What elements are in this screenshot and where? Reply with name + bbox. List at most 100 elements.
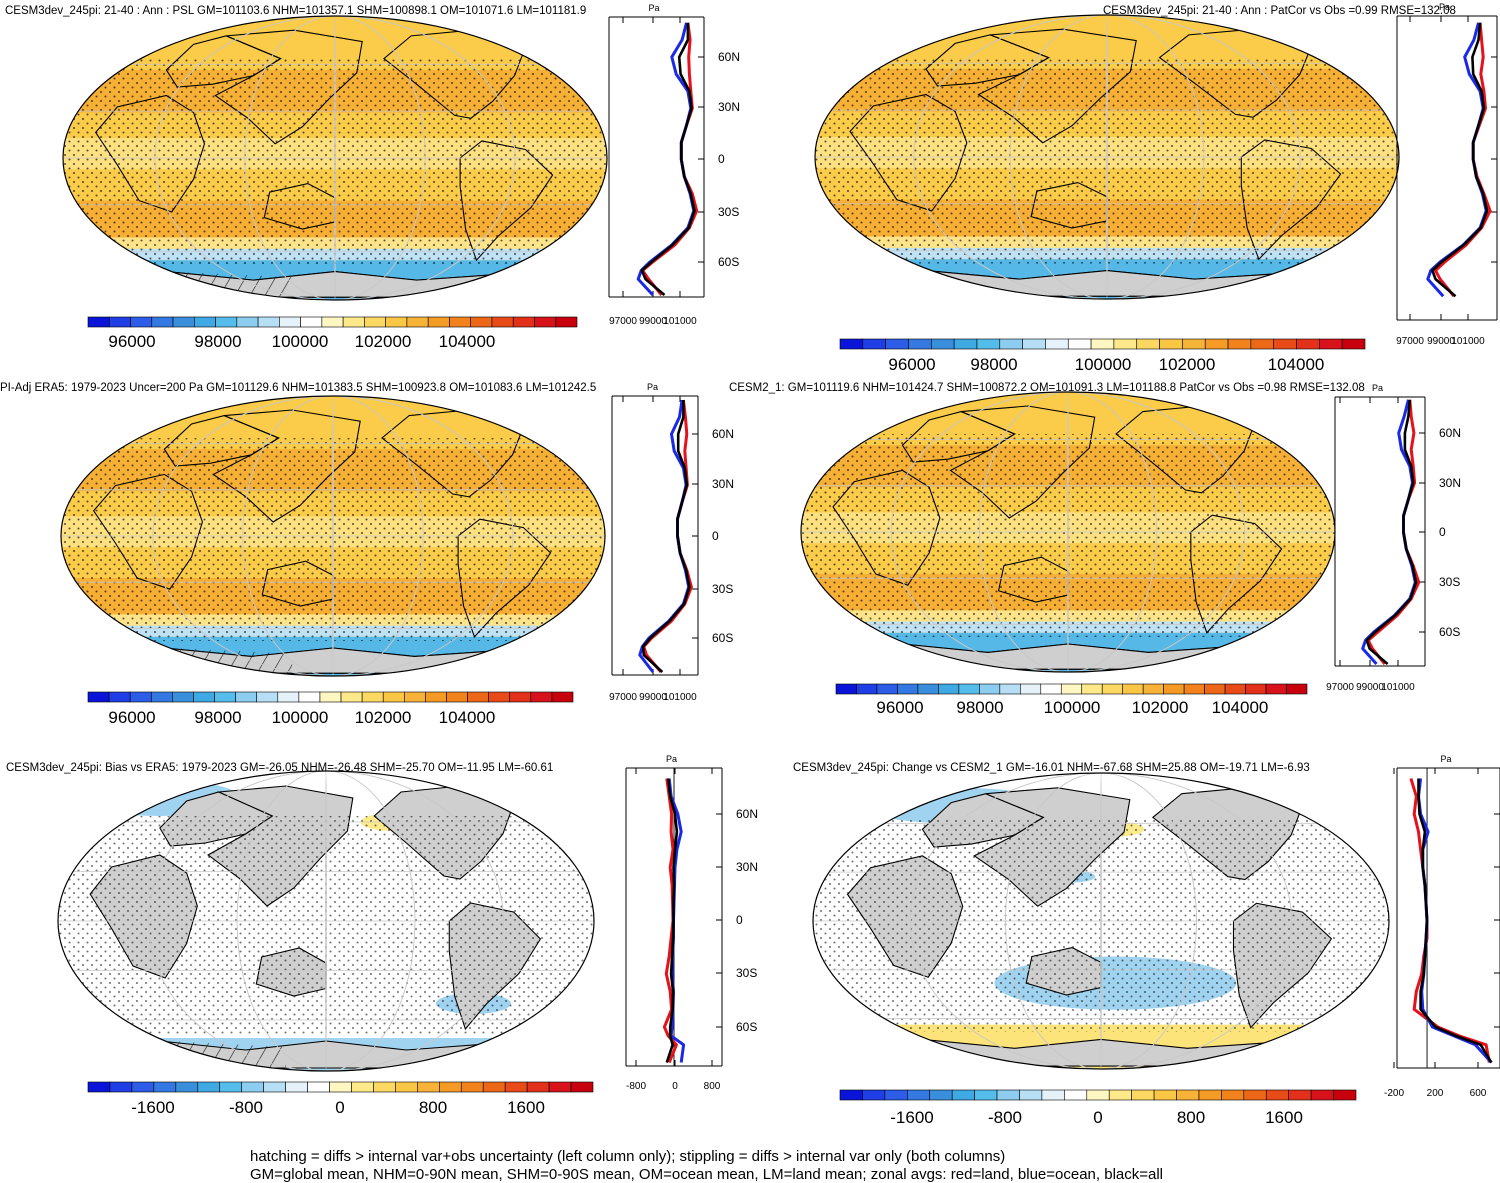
- colorbar-cell: [108, 316, 131, 328]
- map-border: [57, 770, 595, 1072]
- colorbar-cell: [193, 691, 215, 703]
- colorbar: 96000 98000 100000 102000 104000: [839, 338, 1366, 374]
- graticule-meridian: [910, 773, 1292, 1069]
- colorbar-cell: [404, 691, 426, 703]
- colorbar-label: 100000: [272, 332, 329, 351]
- graticule-meridian: [1106, 15, 1108, 299]
- colorbar-cell: [298, 691, 321, 703]
- colorbar-cell: [235, 691, 257, 703]
- colorbar-cell: [856, 683, 878, 695]
- colorbar-cell: [1224, 683, 1246, 695]
- colorbar-cell: [512, 316, 535, 328]
- footnote-hatching: hatching = diffs > internal var+obs unce…: [250, 1148, 1006, 1165]
- colorbar-cell: [551, 691, 574, 703]
- colorbar-cell: [996, 1089, 1020, 1101]
- colorbar-cell: [417, 1081, 440, 1093]
- colorbar-cell: [1333, 1089, 1357, 1101]
- colorbar-cell: [382, 691, 405, 703]
- colorbar-label: -1600: [890, 1108, 933, 1127]
- panel-2: CESM3dev_245pi: 21-40 : Ann : PatCor vs …: [814, 2, 1498, 374]
- colorbar-cell: [1040, 683, 1062, 695]
- colorbar-cell: [999, 338, 1023, 350]
- colorbar-cell: [108, 691, 131, 703]
- colorbar-cell: [1131, 1089, 1155, 1101]
- zonal-x-tick-label: 0: [672, 1081, 678, 1092]
- panel-title: CESM3dev_245pi: 21-40 : Ann : PatCor vs …: [1103, 5, 1456, 17]
- colorbar-label: 1600: [1265, 1108, 1303, 1127]
- colorbar-cell: [1265, 683, 1287, 695]
- zonal-mean-plot: Pa -200 200 600: [1384, 754, 1500, 1099]
- colorbar-cell: [958, 683, 980, 695]
- graticule-meridian: [1067, 392, 1069, 672]
- zonal-x-tick-label: -200: [1384, 1088, 1404, 1099]
- graticule-meridian: [890, 392, 1246, 672]
- colorbar-cell: [1204, 338, 1229, 350]
- colorbar-cell: [1090, 338, 1115, 350]
- zonal-x-tick-label: 101000: [663, 692, 697, 703]
- graticule-meridian: [1100, 773, 1102, 1069]
- zonal-x-tick-label: 99000: [639, 692, 667, 703]
- zonal-x-tick-label: 97000: [1326, 682, 1354, 693]
- colorbar-cell: [321, 316, 344, 328]
- colorbar-cell: [908, 338, 932, 350]
- panel-title: CESM2_1: GM=101119.6 NHM=101424.7 SHM=10…: [729, 382, 1365, 394]
- colorbar-cell: [219, 1081, 242, 1093]
- map-border: [812, 772, 1390, 1070]
- colorbar-cell: [361, 691, 384, 703]
- colorbar-cell: [439, 1081, 462, 1093]
- colorbar-cell: [1081, 683, 1103, 695]
- colorbar-cell: [236, 316, 259, 328]
- colorbar-cell: [307, 1081, 330, 1093]
- colorbar-cell: [1113, 338, 1138, 350]
- land-greenland: [484, 398, 519, 420]
- zonal-x-tick-label: 99000: [639, 316, 667, 327]
- panel-title: CESM3dev_245pi: Bias vs ERA5: 1979-2023 …: [6, 762, 553, 774]
- colorbar-label: 104000: [1212, 698, 1269, 717]
- colorbar-cell: [1265, 1089, 1289, 1101]
- colorbar-cell: [109, 1081, 133, 1093]
- zonal-lat-label: 0: [1439, 525, 1446, 539]
- colorbar-cell: [342, 316, 365, 328]
- colorbar-cell: [1204, 683, 1226, 695]
- colorbar-label: 0: [335, 1098, 344, 1117]
- zonal-curve-all: [1365, 399, 1418, 665]
- colorbar-cell: [194, 316, 216, 328]
- colorbar-cell: [1101, 683, 1123, 695]
- colorbar-cell: [885, 338, 909, 350]
- zonal-units-label: Pa: [649, 3, 660, 13]
- colorbar-cell: [570, 1081, 594, 1093]
- colorbar-cell: [340, 691, 363, 703]
- colorbar-label: 96000: [108, 332, 155, 351]
- graticule-meridian: [325, 771, 327, 1071]
- colorbar-cell: [470, 316, 493, 328]
- colorbar-cell: [257, 316, 280, 328]
- colorbar-cell: [151, 316, 174, 328]
- colorbar-cell: [172, 316, 195, 328]
- zonal-x-tick-label: 101000: [1381, 682, 1415, 693]
- colorbar-cell: [87, 316, 110, 328]
- colorbar-cell: [1341, 338, 1366, 350]
- colorbar-cell: [1288, 1089, 1312, 1101]
- zonal-lat-label: 60S: [1439, 625, 1460, 639]
- land-greenland: [1269, 17, 1307, 39]
- colorbar-cell: [215, 316, 238, 328]
- map-field: [813, 773, 1389, 1069]
- colorbar-label: 98000: [194, 332, 241, 351]
- colorbar-cell: [488, 691, 511, 703]
- zonal-units-label: Pa: [647, 382, 658, 392]
- zonal-lat-label: 30S: [1439, 575, 1460, 589]
- zonal-lat-label: 60N: [736, 807, 758, 821]
- colorbar-cell: [1310, 1089, 1334, 1101]
- colorbar-cell: [131, 1081, 155, 1093]
- panel-5: CESM3dev_245pi: Bias vs ERA5: 1979-2023 …: [6, 754, 758, 1117]
- colorbar-cell: [1176, 1089, 1200, 1101]
- colorbar-label: -1600: [131, 1098, 174, 1117]
- colorbar-label: -800: [988, 1108, 1022, 1127]
- zonal-x-tick-label: 600: [1470, 1088, 1487, 1099]
- land-greenland: [1216, 394, 1251, 416]
- colorbar-cell: [319, 691, 342, 703]
- colorbar-cell: [482, 1081, 506, 1093]
- zonal-lat-label: 30N: [718, 100, 740, 114]
- colorbar-cell: [395, 1081, 418, 1093]
